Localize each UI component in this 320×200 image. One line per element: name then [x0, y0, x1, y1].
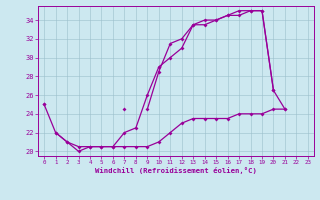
- X-axis label: Windchill (Refroidissement éolien,°C): Windchill (Refroidissement éolien,°C): [95, 167, 257, 174]
